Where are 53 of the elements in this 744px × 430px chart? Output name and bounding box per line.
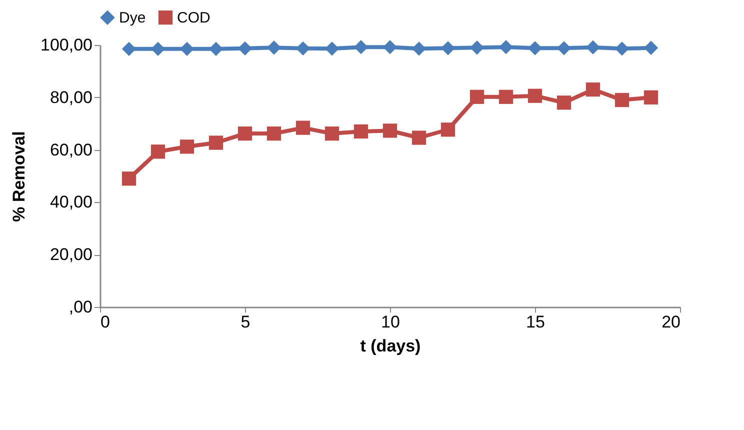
x-tick-label: 10 <box>381 312 400 332</box>
point <box>528 88 542 103</box>
point <box>238 41 252 56</box>
y-tick-label: ,00 <box>68 298 92 316</box>
x-axis-title: t (days) <box>360 336 421 356</box>
point <box>528 41 542 56</box>
point <box>122 172 136 186</box>
x-tick-label: 20 <box>662 312 680 332</box>
point <box>614 92 630 108</box>
point <box>266 126 282 141</box>
point <box>556 41 572 56</box>
point <box>180 42 194 56</box>
point <box>498 90 514 104</box>
point <box>296 120 310 135</box>
point <box>440 41 456 56</box>
y-tick-label: 20,00 <box>50 245 92 264</box>
point <box>644 90 658 104</box>
x-tick-label: 5 <box>240 312 250 332</box>
point <box>354 40 368 54</box>
point <box>470 90 484 104</box>
point <box>382 40 398 54</box>
point <box>382 124 398 138</box>
point <box>412 130 426 145</box>
point <box>470 40 484 55</box>
y-tick-label: 100,00 <box>40 36 92 54</box>
point <box>412 42 426 56</box>
point <box>122 42 136 56</box>
legend-label: COD <box>177 10 210 27</box>
point <box>296 41 310 56</box>
point <box>586 40 600 54</box>
point <box>208 42 224 56</box>
y-tick-label: 80,00 <box>50 88 92 107</box>
x-tick-label: 0 <box>100 312 110 332</box>
point <box>324 42 340 56</box>
point <box>238 126 252 141</box>
point <box>150 144 166 159</box>
x-tick-label: 15 <box>526 312 545 332</box>
point <box>614 42 630 56</box>
point <box>556 96 572 110</box>
point <box>208 136 224 150</box>
y-tick-label: 60,00 <box>50 140 92 160</box>
y-axis-title: % Removal <box>10 131 29 222</box>
point <box>324 126 340 141</box>
point <box>266 40 282 55</box>
point <box>498 40 514 54</box>
y-tick-label: 40,00 <box>50 192 92 212</box>
point <box>354 124 368 139</box>
point <box>440 122 456 137</box>
point <box>180 140 194 154</box>
point <box>586 82 600 97</box>
point <box>150 42 166 56</box>
point <box>644 40 658 55</box>
legend-label: Dye <box>119 10 146 27</box>
